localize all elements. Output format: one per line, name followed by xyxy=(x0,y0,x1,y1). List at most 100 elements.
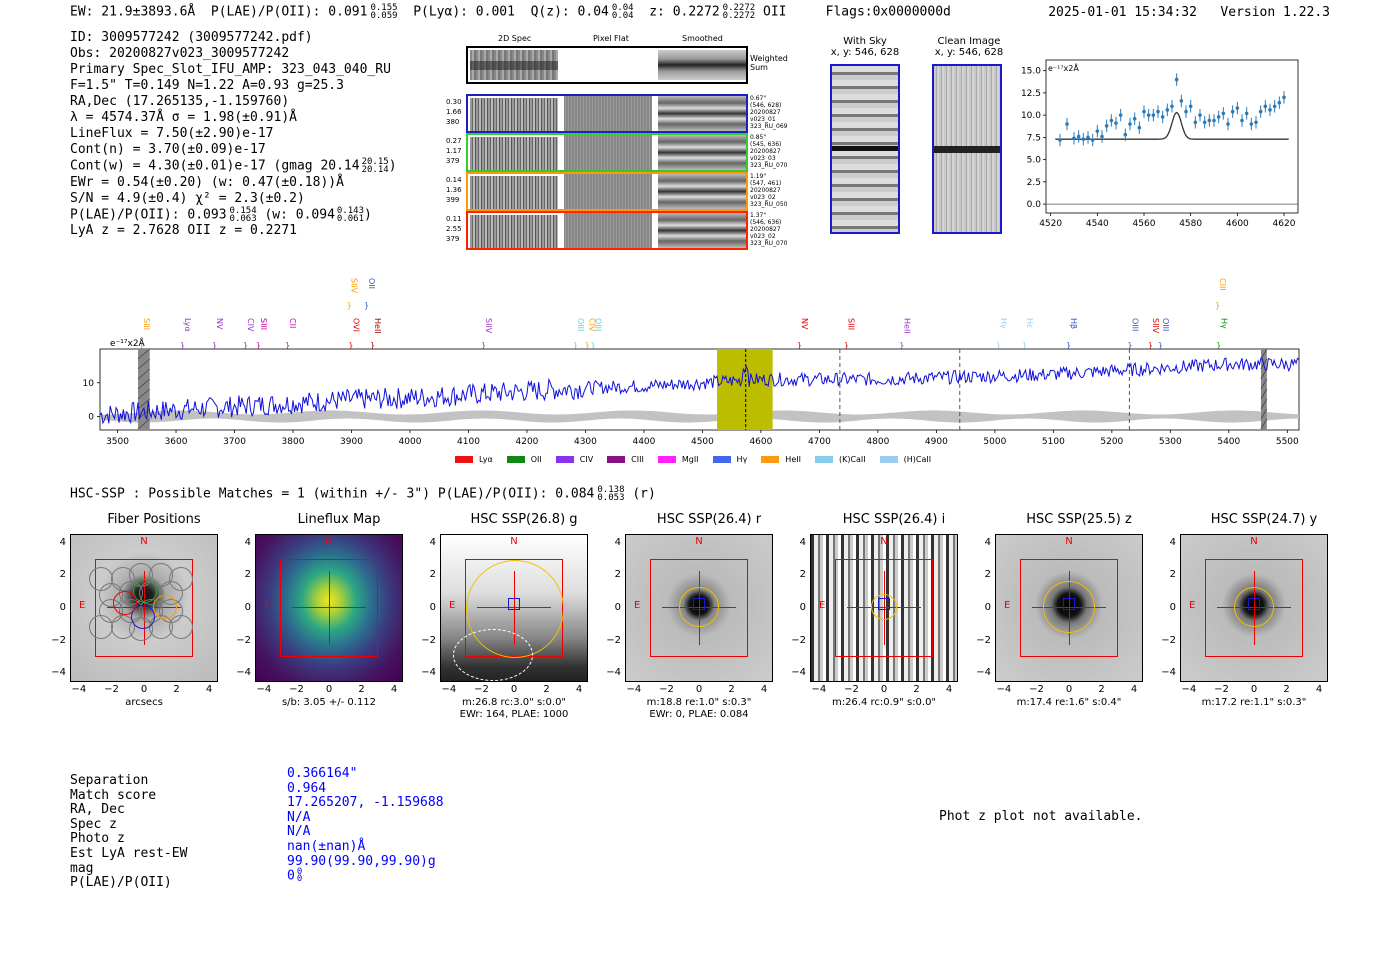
spec2d-row-left-stat: 379 xyxy=(446,157,460,165)
zoom-data-point xyxy=(1198,113,1202,117)
zoom-data-point xyxy=(1058,138,1062,142)
zoom-data-point xyxy=(1174,77,1179,82)
legend-label: OII xyxy=(530,455,542,464)
stamp-fiber-square xyxy=(693,598,705,610)
spectrum-line-marker-brace: } xyxy=(347,301,352,310)
spectrum-line-marker-label: Lyα xyxy=(183,318,192,332)
spectrum-line-marker-brace: } xyxy=(139,341,144,350)
spec2d-row-left-stat: 0.27 xyxy=(446,137,462,145)
stamp-north-label: N xyxy=(325,536,333,547)
zoom-data-point xyxy=(1268,108,1272,112)
stamp-ytick-label: −2 xyxy=(421,634,436,646)
stamp-xtick-label: 4 xyxy=(205,684,213,695)
stamp-north-label: N xyxy=(140,536,148,547)
spectrum-xtick-label: 5000 xyxy=(983,437,1006,447)
spectrum-line-marker-brace: } xyxy=(1215,301,1220,310)
info-primary-slot: Primary Spec_Slot_IFU_AMP: 323_043_040_R… xyxy=(70,62,391,77)
spectrum-highlight-band xyxy=(717,349,773,430)
spectrum-hatch-line xyxy=(1260,388,1268,400)
fiber-circle xyxy=(89,567,113,591)
stamp-ytick-label: 0 xyxy=(429,602,436,613)
stamp-north-label: N xyxy=(510,536,518,547)
info-params: F=1.5" T=0.149 N=1.22 A=0.93 g=25.3 xyxy=(70,78,344,93)
spectrum-line-marker-brace: } xyxy=(1022,341,1027,350)
header-qz-lo: 0.04 xyxy=(611,11,634,21)
header-plae: P(LAE)/P(OII): 0.091 xyxy=(210,4,368,20)
spectrum-line-marker-label: OIII xyxy=(593,318,602,331)
stamp-caption: m:26.8 rc:3.0" s:0.0" xyxy=(461,697,567,708)
stamp-title: HSC SSP(26.8) g xyxy=(470,512,578,527)
stamp-xtick-label: 0 xyxy=(695,684,703,695)
stamp-xtick-label: 0 xyxy=(1065,684,1073,695)
spectrum-line-marker-label: HeII xyxy=(373,318,382,334)
match-value-plae-lo: 0 xyxy=(296,874,303,885)
spectrum-line-marker-label: CII xyxy=(288,318,297,328)
zoom-data-point xyxy=(1170,104,1174,109)
stamp-east-label: E xyxy=(634,600,641,611)
spec2d-panel: 2D Spec Pixel Flat Smoothed Weighted Sum… xyxy=(446,32,796,254)
stamp-caption: s/b: 3.05 +/- 0.112 xyxy=(281,697,377,708)
spec2d-row-right-line: (547, 461) xyxy=(750,180,782,187)
header-timestamp: 2025-01-01 15:34:32 xyxy=(1048,5,1197,20)
spec2d-row-right-line: 20200827 xyxy=(750,187,781,194)
info-redshifts: LyA z = 2.7628 OII z = 0.2271 xyxy=(70,223,297,238)
zoom-plot-data xyxy=(1046,73,1298,205)
zoom-data-point xyxy=(1249,122,1254,126)
spec2d-row-raw xyxy=(470,176,558,209)
legend-swatch xyxy=(814,456,833,463)
stamp-ytick-label: −4 xyxy=(51,667,66,679)
spectrum-xtick-label: 5300 xyxy=(1159,437,1182,447)
legend-swatch xyxy=(455,456,473,463)
spec2d-row-left-stat: 1.36 xyxy=(446,186,462,194)
spectrum-legend-item: (K)CaII xyxy=(814,455,866,464)
zoom-ytick-label: 7.5 xyxy=(1027,133,1041,143)
spectrum-legend: Lyα OII CIV CIII MgII Hγ HeII (K)CaII (H)CaII xyxy=(455,448,945,467)
spectrum-line-marker-brace: } xyxy=(481,341,486,350)
spectrum-ticks: 3500 3600 3700 3800 3900 4000 4100 4200 4300 4400… xyxy=(83,379,1299,447)
spec2d-row-right-line: 323_RU_069 xyxy=(750,123,788,130)
spectrum-line-marker-brace: } xyxy=(1127,341,1132,350)
header-plae-hi: 0.155 xyxy=(370,3,398,13)
zoom-data-point xyxy=(1090,138,1095,142)
spectrum-line-marker-label: SIII xyxy=(847,318,856,330)
stamp-xtick-label: 4 xyxy=(575,684,583,695)
stamp-ytick-label: 2 xyxy=(1169,569,1176,581)
spectrum-xtick-label: 3600 xyxy=(165,437,188,447)
stamp-xtick-label: −2 xyxy=(104,684,119,695)
spec2d-row-cutout xyxy=(466,211,748,250)
spectrum-hatch-line xyxy=(137,348,150,360)
legend-swatch xyxy=(879,456,898,463)
stamp-xtick-label: 2 xyxy=(543,684,550,695)
stamp-crosshair-v xyxy=(329,571,330,645)
zoom-xtick-label: 4620 xyxy=(1273,219,1296,229)
stamp-fiber-square xyxy=(878,598,890,610)
spec2d-row-left-stat: 1.66 xyxy=(446,108,462,116)
stamp-ytick-label: 0 xyxy=(614,602,621,613)
zoom-data-point xyxy=(1151,113,1156,117)
spectrum-line-marker-brace: } xyxy=(573,341,578,350)
hsc-summary-band: (r) xyxy=(632,486,656,502)
spectrum-line-marker-label: NV xyxy=(215,318,224,330)
spectrum-legend-item: Hγ xyxy=(712,455,747,464)
stamp-caption-2: EWr: 164, PLAE: 1000 xyxy=(459,709,569,720)
zoom-data-point xyxy=(1072,136,1076,141)
spectrum-hatch-line xyxy=(137,398,150,410)
spec2d-row-right-line: 20200827 xyxy=(750,226,781,233)
spec2d-row-right-info: 0.67" (546, 628) 20200827 v023_01 323_RU_069 xyxy=(750,95,796,130)
stamp-caption-2: EWr: 0, PLAE: 0.084 xyxy=(649,709,749,720)
stamp-title: HSC SSP(24.7) y xyxy=(1210,512,1318,527)
spec2d-row-smoothed xyxy=(658,174,746,209)
zoom-data-point xyxy=(1146,113,1151,117)
sky-panels: With Sky x, y: 546, 628 Clean Image x, y… xyxy=(822,36,1012,236)
clean-image-trace xyxy=(934,146,1000,153)
zoom-data-point xyxy=(1202,120,1207,125)
stamp-ytick-label: 4 xyxy=(614,536,621,548)
spectrum-hatch-line xyxy=(137,378,150,390)
zoom-data-point xyxy=(1282,95,1286,100)
stamp-xtick-label: 2 xyxy=(728,684,735,695)
stamp-title: Fiber Positions xyxy=(107,512,201,527)
